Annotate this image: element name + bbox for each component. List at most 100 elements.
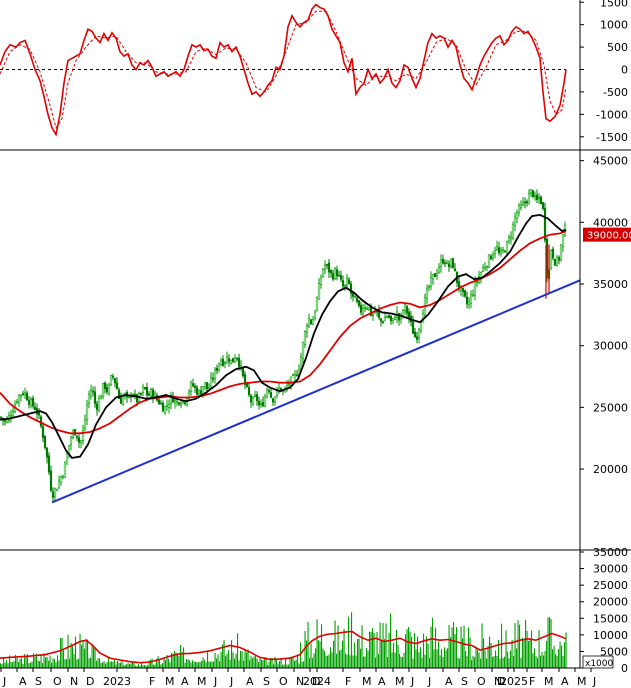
volume-tick-label: 0 [621,662,628,675]
volume-bar [537,657,539,668]
volume-bar [171,652,173,668]
candle-body [335,269,339,277]
volume-bar [64,659,66,668]
volume-bar [147,665,149,668]
candle-body [481,267,485,272]
volume-bar [499,659,501,668]
volume-bar [94,648,96,668]
volume-bar [456,627,458,668]
volume-bar [330,647,332,668]
candle-body [389,315,393,322]
volume-bar [505,630,507,668]
candle-body [41,426,45,438]
candle-body [65,453,69,465]
candle-body [301,342,305,359]
candle-body [101,383,105,397]
volume-bar [187,659,189,668]
candle-body [453,268,457,272]
volume-bar [18,662,20,668]
volume-bar [535,656,537,668]
volume-bar [144,665,146,668]
volume-bar [118,662,120,668]
candle-body [189,382,193,392]
volume-bar [16,658,18,668]
candle-body [75,435,79,438]
volume-bar [508,658,510,668]
candle-body [367,307,371,310]
candle-body [515,212,519,219]
candle-body [263,395,267,407]
volume-bar [160,664,162,668]
candle-body [509,235,513,240]
volume-bar [324,650,326,668]
volume-bar [126,664,128,668]
volume-bar [364,656,366,668]
volume-bar [10,661,12,668]
volume-bar [274,656,276,668]
candle-body [329,270,333,274]
x-month-label: F [345,675,351,688]
volume-bar [85,638,87,668]
candle-body [127,396,131,399]
candle-body [541,202,545,209]
oscillator-tick-label: 1000 [600,19,628,32]
volume-bar [493,656,495,668]
volume-bar [444,647,446,668]
volume-bar [400,656,402,668]
candle-body [215,367,219,371]
price-tick-label: 45000 [593,155,628,168]
volume-bar [351,612,353,668]
volume-bar [88,658,90,668]
candle-body [427,285,431,288]
volume-bar [201,660,203,668]
candle-body [99,396,103,400]
volume-bar [103,661,105,668]
volume-bar [100,662,102,668]
candle-body [383,317,387,321]
candle-body [187,391,191,398]
volume-bar [319,641,321,668]
volume-bar [105,663,107,668]
x-month-label: S [263,675,270,688]
volume-bar [522,637,524,668]
volume-bar [318,640,320,668]
candle-body [95,403,99,410]
volume-bar [312,658,314,668]
volume-bar [96,660,98,668]
candle-body [93,391,97,404]
candle-body [45,447,49,458]
volume-bar [217,654,219,668]
volume-bar [514,622,516,668]
volume-bar [337,625,339,668]
x-month-label: J [427,675,431,688]
volume-bar [346,654,348,668]
candle-body [143,387,147,390]
volume-bar [111,661,113,668]
candle-body [237,357,241,367]
volume-bar [237,633,239,668]
volume-bar [177,654,179,668]
candle-body [413,331,417,338]
volume-bar [301,661,303,668]
volume-bar [303,661,305,668]
volume-bar [327,655,329,668]
volume-bar [180,645,182,668]
candle-body [289,376,293,387]
candle-body [17,394,21,403]
volume-bar [427,643,429,668]
candle-body [521,202,525,206]
volume-bar [547,617,549,668]
volume-tick-label: 25000 [593,579,628,592]
candle-body [153,393,157,397]
volume-bar [261,659,263,668]
candle-body [513,216,517,226]
candle-body [205,382,209,390]
candle-body [175,401,179,403]
candle-body [411,321,415,334]
volume-bar [247,649,249,668]
candle-body [21,393,25,395]
candle-body [483,266,487,270]
volume-bar [562,655,564,668]
x-month-label: M [197,675,207,688]
candle-body [183,402,187,404]
